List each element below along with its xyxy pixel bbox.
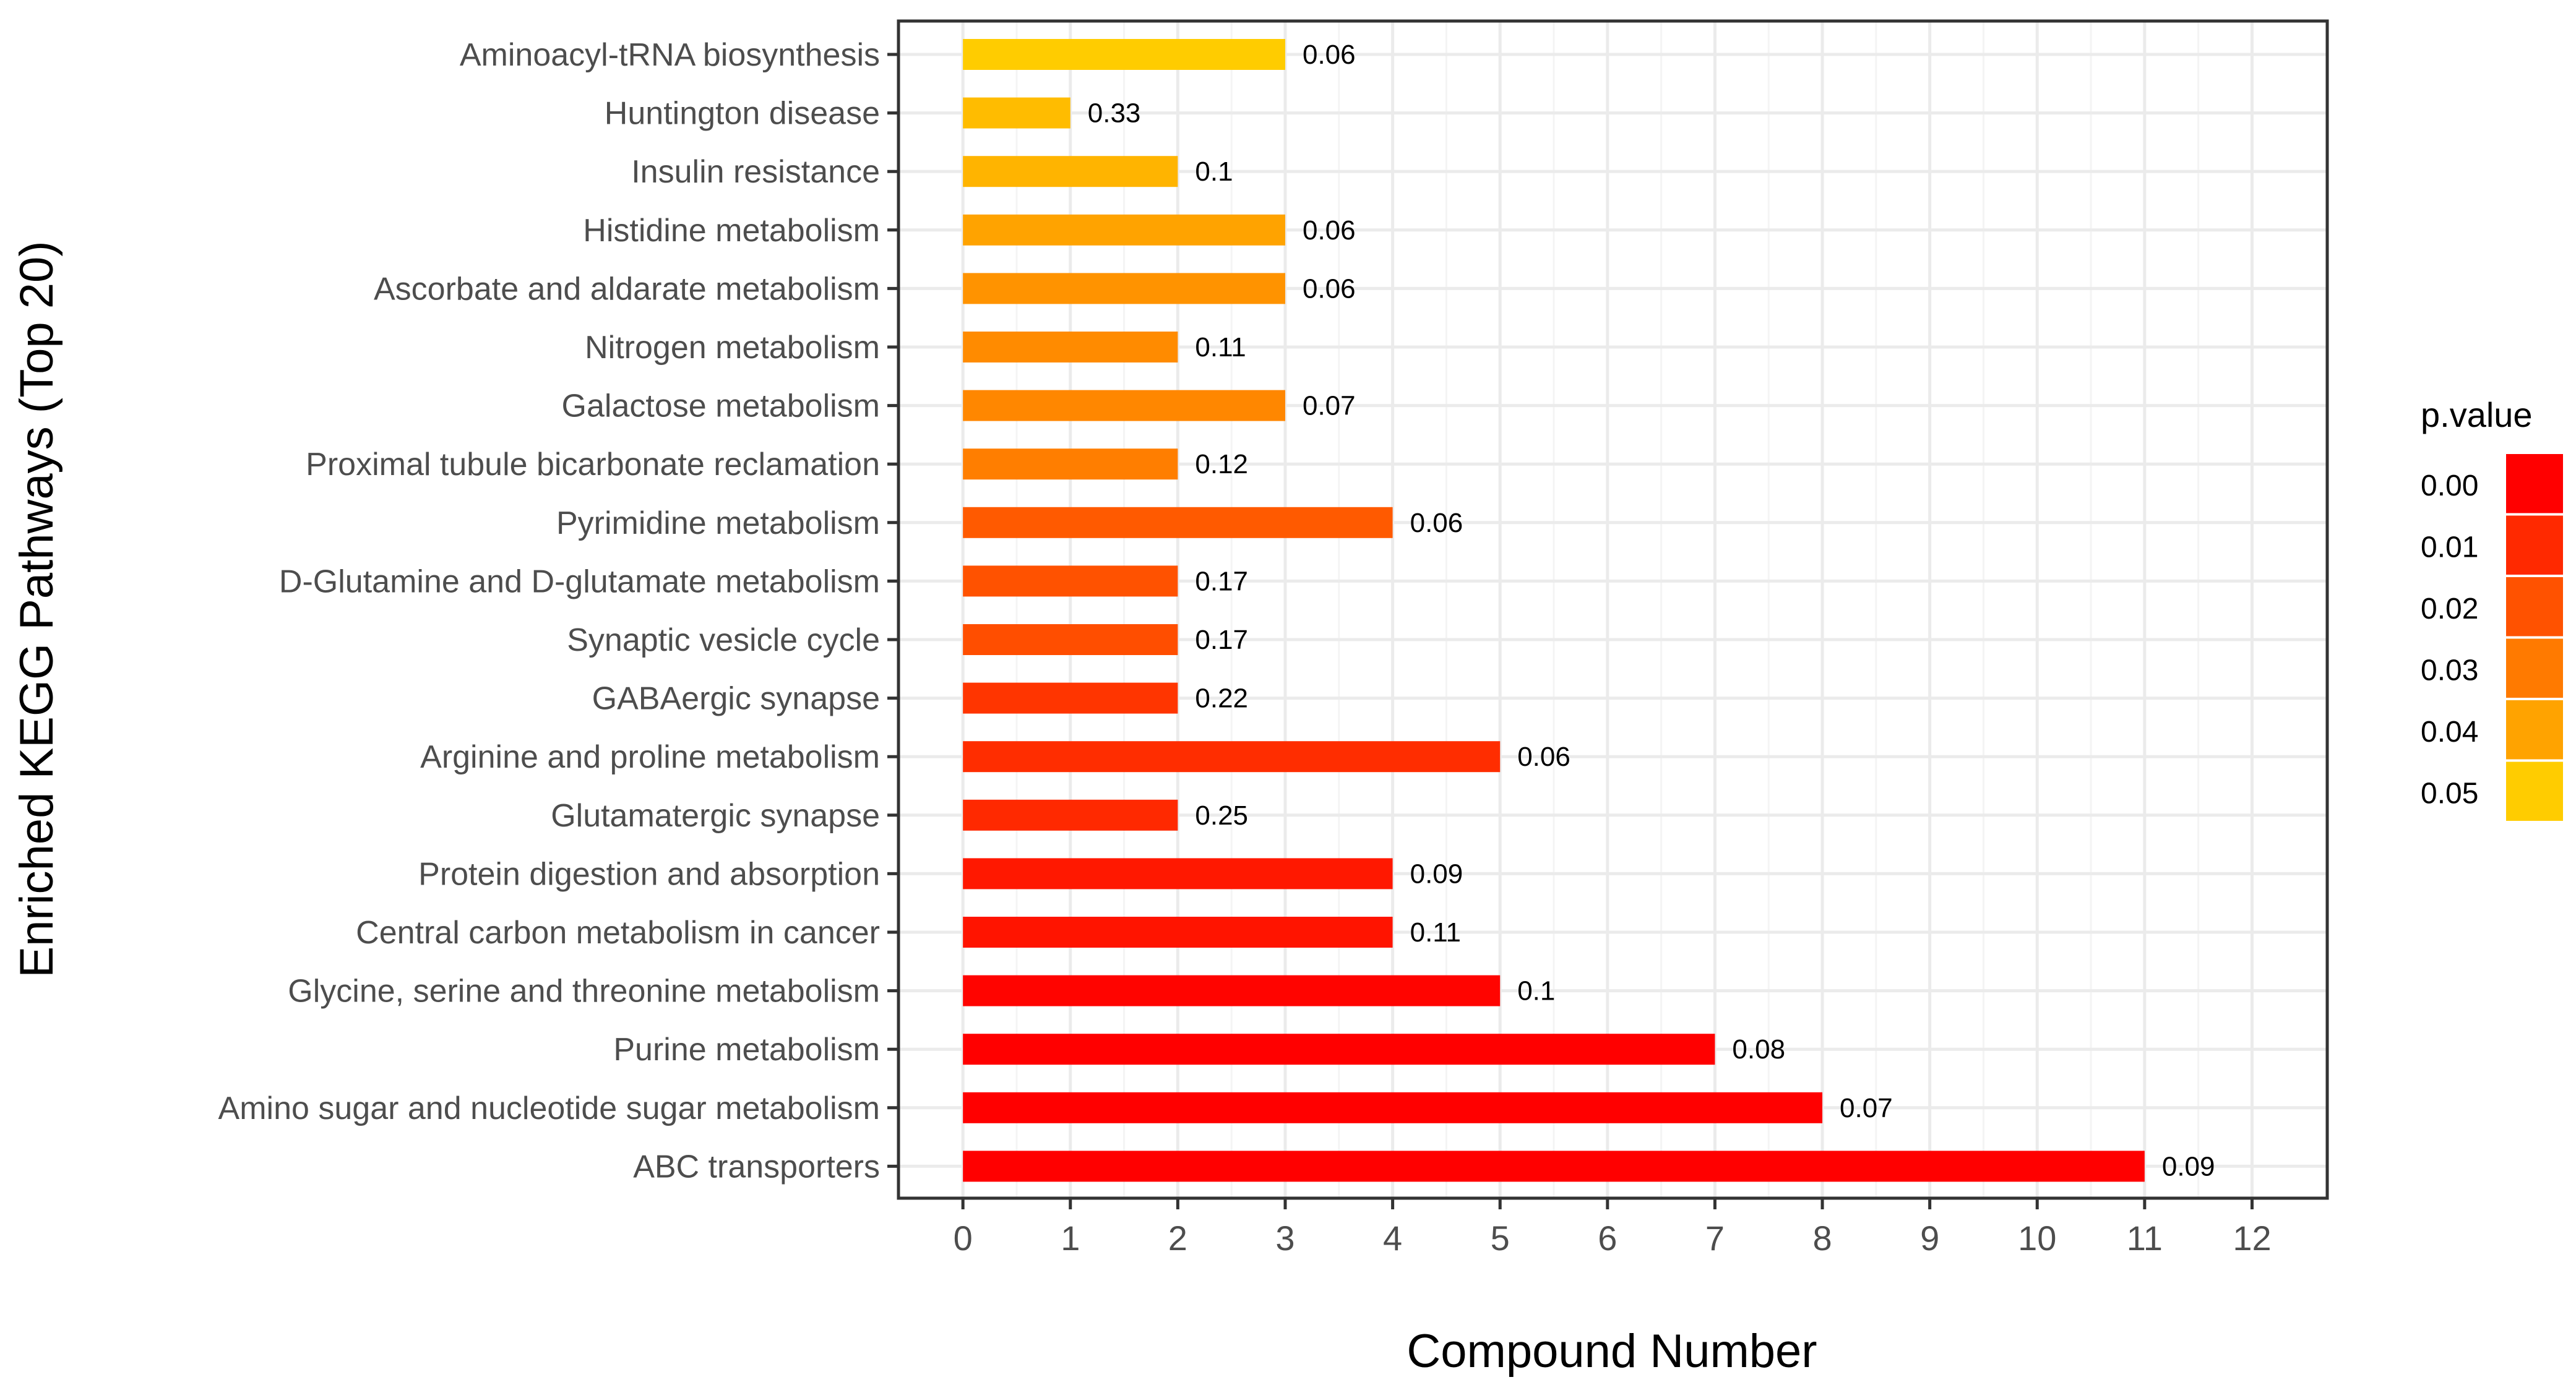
legend-label: 0.05 xyxy=(2421,777,2478,810)
x-axis-title: Compound Number xyxy=(1406,1325,1817,1378)
bar-value-label: 0.33 xyxy=(1088,98,1141,129)
category-label: Insulin resistance xyxy=(631,154,880,190)
bar xyxy=(963,448,1178,480)
x-tick-label: 7 xyxy=(1705,1219,1725,1258)
bar xyxy=(963,1151,2145,1182)
bar xyxy=(963,917,1393,948)
bar xyxy=(963,390,1285,421)
legend-color-swatch xyxy=(2506,638,2563,698)
x-tick-label: 4 xyxy=(1383,1219,1402,1258)
category-label: Synaptic vesicle cycle xyxy=(567,622,880,658)
bar-value-label: 0.06 xyxy=(1410,508,1463,538)
bar-value-label: 0.1 xyxy=(1517,976,1555,1006)
bar-value-label: 0.09 xyxy=(2162,1151,2215,1181)
category-label: Nitrogen metabolism xyxy=(585,330,880,366)
legend-color-swatch xyxy=(2506,454,2563,513)
bar xyxy=(963,156,1178,187)
bar xyxy=(963,507,1393,538)
legend-label: 0.04 xyxy=(2421,716,2478,748)
x-tick-label: 5 xyxy=(1491,1219,1510,1258)
x-tick-label: 6 xyxy=(1598,1219,1617,1258)
bar xyxy=(963,624,1178,655)
legend-color-swatch xyxy=(2506,515,2563,575)
bar-value-label: 0.22 xyxy=(1195,684,1248,714)
y-axis: Aminoacyl-tRNA biosynthesis Huntington di… xyxy=(218,37,898,1185)
bar xyxy=(963,332,1178,362)
x-tick-label: 3 xyxy=(1275,1219,1294,1258)
category-label: Aminoacyl-tRNA biosynthesis xyxy=(460,37,880,73)
x-tick-label: 12 xyxy=(2233,1219,2271,1258)
category-label: Central carbon metabolism in cancer xyxy=(356,915,880,951)
bar-value-label: 0.08 xyxy=(1732,1034,1785,1065)
bar xyxy=(963,741,1501,773)
category-label: Galactose metabolism xyxy=(562,388,880,424)
x-tick-label: 1 xyxy=(1061,1219,1080,1258)
bar xyxy=(963,1092,1823,1123)
bar xyxy=(963,1034,1715,1065)
x-tick-label: 0 xyxy=(954,1219,973,1258)
legend-color-swatch xyxy=(2506,761,2563,821)
x-tick-label: 11 xyxy=(2127,1219,2163,1258)
legend-title: p.value xyxy=(2421,395,2533,434)
bar-value-label: 0.25 xyxy=(1195,800,1248,831)
legend-label: 0.00 xyxy=(2421,470,2478,502)
bar xyxy=(963,975,1501,1006)
y-axis-title: Enriched KEGG Pathways (Top 20) xyxy=(11,241,63,977)
bars xyxy=(963,39,2145,1182)
bar-value-label: 0.06 xyxy=(1517,742,1570,772)
grid-lines xyxy=(898,21,2327,1198)
x-tick-label: 10 xyxy=(2018,1219,2056,1258)
plot-panel-border xyxy=(897,19,2329,1200)
legend: p.value 0.00 0.01 0.02 0.03 0.04 0.05 xyxy=(2421,395,2563,821)
bar-value-label: 0.06 xyxy=(1303,40,1356,70)
bar-value-label: 0.17 xyxy=(1195,625,1248,655)
category-label: GABAergic synapse xyxy=(592,681,880,717)
category-label: Glycine, serine and threonine metabolism xyxy=(288,974,880,1010)
bar-value-label: 0.17 xyxy=(1195,566,1248,596)
bar-value-label: 0.07 xyxy=(1303,391,1356,421)
x-tick-label: 8 xyxy=(1812,1219,1832,1258)
bar-value-label: 0.06 xyxy=(1303,215,1356,246)
bar xyxy=(963,799,1178,831)
legend-label: 0.02 xyxy=(2421,593,2478,625)
category-label: Ascorbate and aldarate metabolism xyxy=(374,271,880,307)
legend-color-swatch xyxy=(2506,577,2563,637)
data-labels: 0.06 0.33 0.1 0.06 0.06 0.11 0.07 0.12 0.06 0.17 0… xyxy=(1088,40,2215,1181)
category-label: D-Glutamine and D-glutamate metabolism xyxy=(279,564,880,599)
bar xyxy=(963,214,1285,246)
category-label: Histidine metabolism xyxy=(583,213,880,249)
legend-color-swatch xyxy=(2506,700,2563,760)
category-label: Glutamatergic synapse xyxy=(551,798,880,834)
bar xyxy=(963,97,1070,129)
category-label: Pyrimidine metabolism xyxy=(556,505,880,541)
bar-value-label: 0.11 xyxy=(1195,332,1246,362)
bar xyxy=(963,39,1285,70)
legend-label: 0.03 xyxy=(2421,654,2478,687)
category-label: Proximal tubule bicarbonate reclamation xyxy=(306,447,880,482)
bar-value-label: 0.07 xyxy=(1840,1093,1893,1123)
bar xyxy=(963,682,1178,714)
category-label: Arginine and proline metabolism xyxy=(420,739,880,775)
legend-label: 0.01 xyxy=(2421,531,2478,564)
category-label: Huntington disease xyxy=(605,96,880,132)
bar-value-label: 0.06 xyxy=(1303,273,1356,304)
category-label: Amino sugar and nucleotide sugar metabol… xyxy=(218,1091,880,1126)
x-tick-label: 2 xyxy=(1168,1219,1187,1258)
bar-value-label: 0.12 xyxy=(1195,449,1248,479)
bar xyxy=(963,273,1285,304)
bar xyxy=(963,565,1178,597)
bar-value-label: 0.1 xyxy=(1195,157,1233,187)
bar-value-label: 0.11 xyxy=(1410,917,1461,948)
category-label: Purine metabolism xyxy=(613,1032,880,1068)
x-axis: 0 1 2 3 4 5 6 7 8 9 10 11 12 xyxy=(954,1198,2272,1258)
x-tick-label: 9 xyxy=(1920,1219,1939,1258)
bar xyxy=(963,858,1393,890)
category-label: ABC transporters xyxy=(633,1149,880,1185)
bar-value-label: 0.09 xyxy=(1410,859,1463,889)
category-label: Protein digestion and absorption xyxy=(418,856,880,892)
